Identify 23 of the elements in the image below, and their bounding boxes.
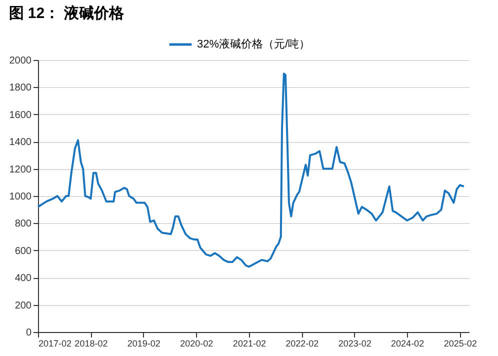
x-tick-label: 2024-02	[391, 338, 424, 348]
x-tick-label: 2023-02	[338, 338, 372, 348]
line-series	[37, 72, 465, 268]
x-tick-label: 2019-02	[127, 338, 160, 348]
y-tick-label: 1800	[9, 82, 32, 94]
y-tick-label: 200	[14, 300, 32, 312]
x-tick-label: 2025-02	[444, 338, 477, 348]
y-tick-label: 1200	[9, 164, 32, 176]
x-tick-label: 2020-02	[180, 338, 214, 348]
y-tick-label: 1000	[9, 192, 32, 202]
y-tick-label: 2000	[9, 56, 32, 66]
y-tick-label: 1400	[9, 137, 32, 148]
y-tick-label: 400	[14, 273, 32, 284]
legend-label: 32%液碱价格（元/吨）	[197, 38, 310, 50]
y-tick-label: 1600	[9, 110, 32, 121]
x-tick-label: 2018-02	[74, 338, 108, 348]
y-tick-label: 600	[14, 246, 32, 257]
x-tick-label: 2017-02	[38, 338, 72, 348]
x-tick-label: 2022-02	[286, 338, 319, 348]
y-tick-label: 0	[26, 328, 32, 338]
chart-title: 图 12： 液碱价格	[8, 4, 125, 22]
x-tick-label: 2021-02	[232, 338, 266, 348]
y-tick-label: 800	[14, 218, 32, 230]
